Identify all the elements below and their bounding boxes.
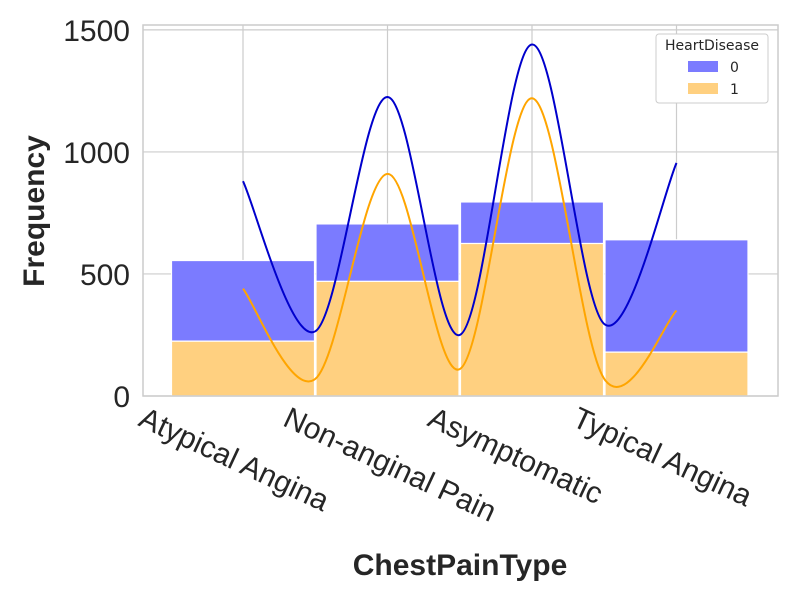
bars (170, 201, 749, 397)
legend-swatch (688, 83, 718, 94)
legend: HeartDisease 01 (655, 33, 769, 104)
bar-series-1 (459, 242, 605, 397)
y-axis-title: Frequency (18, 135, 51, 287)
bar-series-0 (170, 259, 316, 342)
legend-entry-label: 0 (730, 60, 739, 76)
bar-series-0 (459, 201, 605, 245)
bar-series-1 (604, 351, 749, 397)
kde-curve-series-0 (242, 43, 678, 336)
y-tick-label: 500 (80, 259, 130, 292)
bar-series-1 (315, 280, 460, 397)
legend-entries: 01 (688, 60, 739, 98)
bar-series-0 (604, 239, 749, 353)
bar-series-1 (170, 340, 316, 397)
plot-frame (142, 24, 779, 397)
y-tick-labels: 0 500 1000 1500 (63, 15, 130, 414)
y-tick-label: 0 (113, 381, 130, 414)
y-tick-label: 1000 (63, 137, 130, 170)
legend-entry-label: 1 (730, 82, 739, 98)
y-tick-label: 1500 (63, 15, 130, 48)
x-axis-title: ChestPainType (353, 549, 568, 582)
legend-title: HeartDisease (665, 38, 759, 54)
legend-swatch (688, 61, 718, 72)
kde-curve-series-1 (242, 97, 678, 388)
kde-curves (242, 43, 678, 388)
